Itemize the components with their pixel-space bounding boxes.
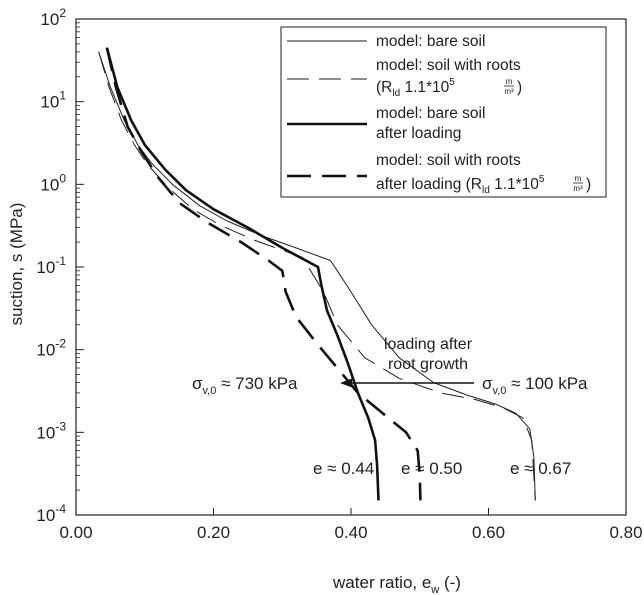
svg-text:m³: m³	[504, 87, 514, 96]
legend-label-soil-with-roots-loading-line2: after loading (Rld 1.1*105	[376, 174, 545, 196]
series-curve-1	[98, 51, 536, 501]
x-tick-label-3: 0.60	[472, 523, 505, 542]
annotation-loading-line2: root growth	[388, 356, 468, 373]
svg-text:m³: m³	[573, 184, 583, 193]
y-tick-label-3: 10-1	[36, 254, 66, 277]
x-tick-label-4: 0.80	[609, 523, 642, 542]
svg-text:m: m	[575, 174, 582, 183]
annotation-e-044: e ≈ 0.44	[313, 459, 374, 478]
annotation-e-067: e ≈ 0.67	[510, 459, 571, 478]
legend-fraction-3: m m³ )	[573, 174, 591, 193]
legend-label-soil-with-roots-loading: model: soil with roots	[376, 152, 521, 169]
series-curve-3	[105, 47, 422, 501]
y-tick-label-4: 100	[40, 171, 66, 194]
legend-label-bare-soil-loading-line2: after loading	[376, 125, 461, 142]
svg-text:): )	[586, 176, 591, 193]
tick-labels: 0.00 0.20 0.40 0.60 0.80 10-4 10-3 10-2 10-1 100 1…	[36, 6, 642, 542]
legend-fraction-1: m m³ )	[504, 77, 522, 96]
annotation-e-050: e ≈ 0.50	[401, 459, 462, 478]
legend-box	[280, 26, 607, 198]
annotation-sigma-left: σv,0 ≈ 730 kPa	[192, 374, 298, 397]
series-curve-2	[105, 47, 380, 501]
y-tick-label-1: 10-3	[36, 419, 66, 442]
legend-label-soil-with-roots: model: soil with roots	[376, 57, 521, 74]
y-tick-label-2: 10-2	[36, 337, 66, 360]
x-tick-label-1: 0.20	[197, 523, 230, 542]
legend-label-soil-with-roots-param: (Rld 1.1*105	[376, 77, 455, 99]
svg-text:): )	[517, 79, 522, 96]
legend-label-bare-soil-loading: model: bare soil	[376, 105, 485, 122]
legend-label-bare-soil: model: bare soil	[376, 33, 485, 50]
annotation-loading-line1: loading after	[384, 336, 473, 353]
axes	[75, 18, 627, 516]
y-tick-label-0: 10-4	[36, 502, 66, 525]
annotations: loading after root growth σv,0 ≈ 730 kPa…	[192, 336, 588, 478]
x-tick-label-0: 0.00	[59, 523, 92, 542]
legend: model: bare soil model: soil with roots …	[280, 26, 607, 198]
loading-arrow-head	[340, 378, 352, 388]
data-curves	[98, 47, 536, 501]
annotation-sigma-right: σv,0 ≈ 100 kPa	[482, 374, 588, 397]
x-tick-label-2: 0.40	[334, 523, 367, 542]
y-tick-label-6: 102	[40, 6, 66, 29]
y-axis-title: suction, s (MPa)	[7, 203, 26, 326]
x-axis-title: water ratio, ew (-)	[332, 573, 461, 595]
svg-text:m: m	[506, 77, 513, 86]
y-tick-label-5: 101	[40, 89, 66, 112]
